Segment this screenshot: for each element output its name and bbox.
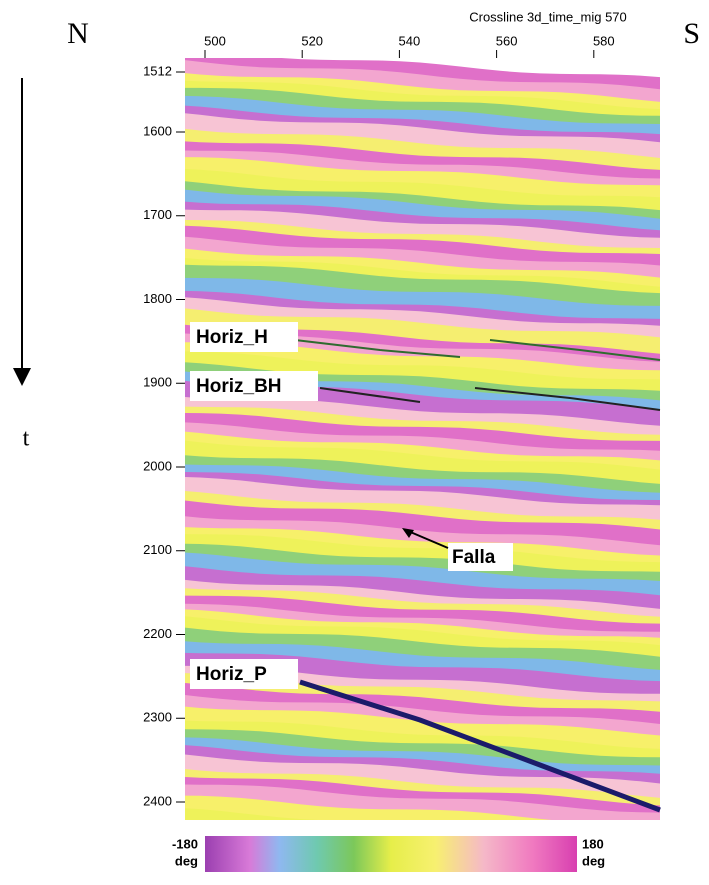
reflector-band: [185, 616, 660, 658]
y-tick-label: 1900: [143, 375, 172, 390]
fault-arrow: [407, 530, 449, 549]
colorbar: [205, 836, 577, 872]
label-box: [190, 322, 298, 352]
reflector-band: [185, 603, 660, 642]
reflector-band: [185, 308, 660, 355]
reflector-band: [185, 80, 660, 121]
y-tick-label: 2300: [143, 710, 172, 725]
reflector-band: [185, 665, 660, 706]
reflector-band: [185, 362, 660, 403]
annotations: Horiz_H Horiz_BH Horiz_P Falla: [190, 322, 661, 813]
x-tick-label: 540: [399, 33, 421, 48]
reflector-band: [185, 595, 660, 637]
reflector-band: [185, 795, 552, 820]
reflector-band: [185, 720, 660, 762]
x-tick-label: 560: [496, 33, 518, 48]
y-tick-label: 1600: [143, 123, 172, 138]
reflector-band: [185, 157, 660, 202]
colorbar-max: 180: [582, 836, 604, 851]
reflector-band: [185, 609, 660, 648]
label-box: [448, 543, 513, 571]
reflector-band: [185, 220, 660, 259]
reflector-band: [185, 729, 660, 771]
reflector-band: [185, 95, 660, 138]
horizon-label: Horiz_P: [196, 664, 267, 685]
reflector-band: [185, 464, 660, 505]
reflector-band: [185, 225, 660, 269]
reflector-band: [185, 769, 660, 809]
horizon-line: [319, 387, 421, 403]
reflector-band: [185, 297, 660, 339]
reflector-band: [185, 777, 660, 817]
seismic-section: [185, 58, 660, 820]
y-tick-label: 1512: [143, 63, 172, 78]
reflector-band: [185, 477, 660, 523]
reflector-band: [185, 527, 660, 567]
colorbar-unit: deg: [582, 853, 605, 868]
reflector-band: [185, 412, 660, 455]
south-label: S: [683, 17, 700, 50]
y-tick-label: 2000: [143, 458, 172, 473]
horizon-line: [489, 339, 661, 361]
reflector-band: [185, 87, 660, 129]
x-tick-label: 520: [301, 33, 323, 48]
north-label: N: [67, 17, 89, 50]
y-tick-label: 1800: [143, 291, 172, 306]
horizon-label: Horiz_H: [196, 327, 268, 348]
section-title: Crossline 3d_time_mig 570: [469, 9, 627, 24]
horizon-line: [474, 387, 661, 411]
reflector-band: [185, 673, 660, 715]
reflector-band: [185, 277, 660, 324]
time-label: t: [23, 426, 30, 452]
reflector-band: [185, 652, 660, 699]
fault-label: Falla: [452, 547, 496, 568]
reflector-band: [185, 566, 660, 610]
reflector-band: [185, 422, 660, 463]
reflector-band: [185, 290, 660, 329]
reflector-band: [185, 168, 660, 213]
y-tick-label: 2100: [143, 542, 172, 557]
reflector-band: [185, 784, 660, 820]
reflector-band: [185, 431, 660, 471]
reflector-band: [185, 105, 660, 144]
reflector-band: [185, 745, 660, 785]
reflector-band: [185, 543, 660, 585]
reflector-band: [185, 201, 660, 242]
reflector-band: [185, 641, 660, 685]
colorbar-min: -180: [172, 836, 198, 851]
x-tick-label: 580: [593, 33, 615, 48]
horizon-line: [299, 679, 661, 813]
reflector-band: [185, 342, 660, 385]
horizon-line: [294, 339, 461, 358]
label-box: [190, 371, 318, 401]
reflector-band: [185, 141, 660, 183]
reflector-band: [185, 351, 660, 395]
reflector-band: [185, 534, 660, 577]
reflector-band: [185, 73, 660, 112]
reflector-band: [185, 588, 660, 628]
reflector-band: [185, 397, 660, 439]
reflector-band: [185, 552, 660, 597]
reflector-band: [185, 257, 660, 297]
x-tick-label: 500: [204, 33, 226, 48]
reflector-band: [185, 472, 660, 510]
reflector-band: [185, 808, 319, 820]
arrow-head: [402, 528, 414, 538]
reflector-band: [185, 113, 660, 160]
y-tick-label: 2400: [143, 793, 172, 808]
reflector-band: [185, 455, 660, 497]
y-tick-label: 2200: [143, 626, 172, 641]
arrow-head: [13, 368, 31, 386]
y-tick-label: 1700: [143, 207, 172, 222]
label-box: [190, 659, 298, 689]
colorbar-unit: deg: [175, 853, 198, 868]
reflector-band: [185, 683, 660, 726]
horizon-label: Horiz_BH: [196, 376, 282, 397]
reflector-band: [185, 236, 660, 279]
reflector-band: [185, 491, 660, 531]
reflector-band: [185, 324, 660, 365]
